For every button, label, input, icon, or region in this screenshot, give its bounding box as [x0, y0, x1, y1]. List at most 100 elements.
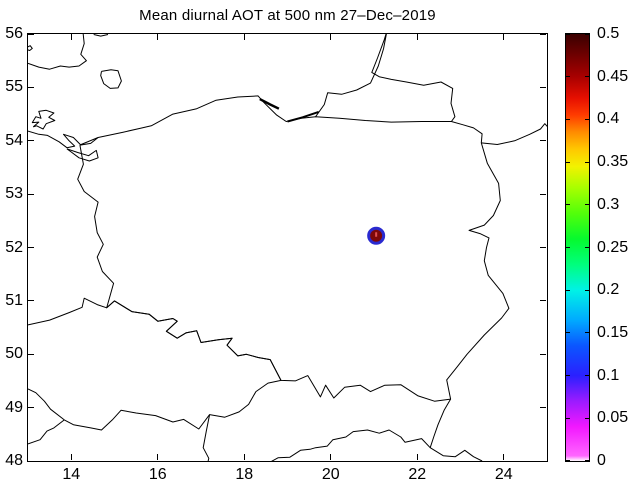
- axis-tick-mark: [28, 247, 34, 248]
- map-line-bornholm: [100, 69, 122, 89]
- axis-tick-mark: [503, 34, 505, 40]
- axis-tick-mark: [540, 86, 546, 88]
- axis-tick-mark: [503, 454, 505, 460]
- axis-tick-mark: [540, 353, 546, 355]
- axis-tick-mark: [28, 86, 34, 88]
- y-axis-tick-label: 55: [5, 78, 23, 96]
- colorbar-tick-mark: [585, 289, 589, 291]
- axis-tick-mark: [28, 33, 34, 35]
- plot-title: Mean diurnal AOT at 500 nm 27–Dec–2019: [139, 7, 436, 24]
- colorbar-tick-mark: [566, 460, 570, 461]
- axis-tick-mark: [243, 34, 245, 40]
- colorbar-tick-mark: [566, 34, 570, 35]
- colorbar-tick-mark: [585, 34, 589, 35]
- colorbar-tick-mark: [566, 417, 570, 419]
- colorbar-tick-mark: [585, 460, 589, 461]
- map-line-slovakia-ukraine-border: [429, 398, 452, 448]
- axis-tick-mark: [540, 193, 546, 195]
- map-line-kaliningrad-curonian: [315, 34, 456, 122]
- axis-tick-mark: [28, 140, 34, 142]
- axis-tick-mark: [416, 34, 418, 40]
- colorbar-tick-label: 0.45: [597, 67, 629, 85]
- axis-tick-mark: [28, 407, 34, 409]
- colorbar-tick-mark: [585, 204, 589, 206]
- axis-tick-mark: [28, 300, 34, 302]
- y-axis-tick-label: 48: [5, 452, 23, 469]
- axis-tick-mark: [157, 34, 159, 40]
- colorbar-tick-mark: [566, 118, 570, 120]
- colorbar-tick-label: 0.25: [597, 238, 629, 256]
- axis-tick-mark: [540, 140, 546, 142]
- colorbar: [565, 33, 590, 462]
- colorbar-tick-mark: [585, 76, 589, 78]
- map-line-slovakia-hungary-border: [271, 429, 483, 461]
- colorbar-gradient: [566, 34, 589, 461]
- axis-tick-mark: [70, 454, 72, 460]
- colorbar-tick-mark: [585, 247, 589, 248]
- colorbar-tick-mark: [566, 289, 570, 291]
- axis-tick-mark: [330, 454, 332, 460]
- map-line-sweden-coast: [28, 34, 87, 70]
- x-axis-tick-label: 20: [321, 466, 340, 480]
- colorbar-tick-mark: [566, 332, 570, 334]
- colorbar-tick-mark: [566, 375, 570, 377]
- colorbar-tick-label: 0.35: [597, 153, 629, 171]
- axis-tick-mark: [540, 460, 546, 462]
- map-line-small-island: [28, 45, 33, 51]
- axis-tick-mark: [157, 454, 159, 460]
- colorbar-tick-label: 0.3: [597, 195, 620, 213]
- axis-tick-mark: [28, 353, 34, 355]
- x-axis-tick-label: 22: [408, 466, 427, 480]
- map-line-sweden-coast-top: [93, 34, 109, 37]
- colorbar-tick-label: 0.5: [597, 25, 620, 42]
- map-line-czech: [28, 297, 282, 431]
- axis-tick-mark: [540, 300, 546, 302]
- y-axis-tick-label: 50: [5, 345, 23, 363]
- y-axis-tick-label: 56: [5, 25, 23, 42]
- colorbar-tick-label: 0: [597, 452, 606, 469]
- x-axis-tick-label: 14: [62, 466, 81, 480]
- axis-tick-mark: [416, 454, 418, 460]
- axis-tick-mark: [243, 454, 245, 460]
- colorbar-tick-mark: [566, 204, 570, 206]
- colorbar-tick-mark: [585, 417, 589, 419]
- map-line-hel-peninsula: [259, 98, 280, 110]
- colorbar-tick-mark: [585, 118, 589, 120]
- axis-tick-mark: [28, 460, 34, 462]
- axis-tick-mark: [70, 34, 72, 40]
- axis-tick-mark: [540, 247, 546, 248]
- colorbar-tick-mark: [585, 375, 589, 377]
- axis-tick-mark: [28, 193, 34, 195]
- colorbar-tick-label: 0.4: [597, 110, 620, 128]
- axis-tick-mark: [540, 407, 546, 409]
- map-borders-svg: [28, 34, 547, 461]
- colorbar-tick-mark: [566, 247, 570, 248]
- axis-tick-mark: [330, 34, 332, 40]
- colorbar-tick-label: 0.05: [597, 409, 629, 427]
- map-line-german-coast: [28, 130, 99, 149]
- map-line-lithuania-belarus-border: [481, 123, 547, 145]
- y-axis-tick-label: 53: [5, 185, 23, 203]
- x-axis-tick-label: 16: [148, 466, 167, 480]
- x-axis-tick-label: 24: [494, 466, 513, 480]
- colorbar-tick-mark: [566, 76, 570, 78]
- aot-data-point-center-mark: [375, 232, 378, 237]
- map-plot-area: [27, 33, 548, 462]
- y-axis-tick-label: 51: [5, 291, 23, 309]
- colorbar-tick-label: 0.15: [597, 323, 629, 341]
- x-axis-tick-label: 18: [235, 466, 254, 480]
- colorbar-tick-mark: [566, 161, 570, 163]
- y-axis-tick-label: 54: [5, 131, 23, 149]
- map-line-vistula-spit: [287, 110, 319, 123]
- map-line-ruegen: [31, 109, 56, 130]
- map-line-germany-austria-border: [28, 419, 65, 445]
- colorbar-tick-label: 0.1: [597, 366, 620, 384]
- map-line-slovakia-austria-border: [202, 414, 211, 461]
- colorbar-tick-mark: [585, 161, 589, 163]
- axis-tick-mark: [540, 33, 546, 35]
- colorbar-tick-label: 0.2: [597, 281, 620, 299]
- map-line-poland: [77, 95, 510, 402]
- y-axis-tick-label: 52: [5, 238, 23, 256]
- colorbar-tick-mark: [585, 332, 589, 334]
